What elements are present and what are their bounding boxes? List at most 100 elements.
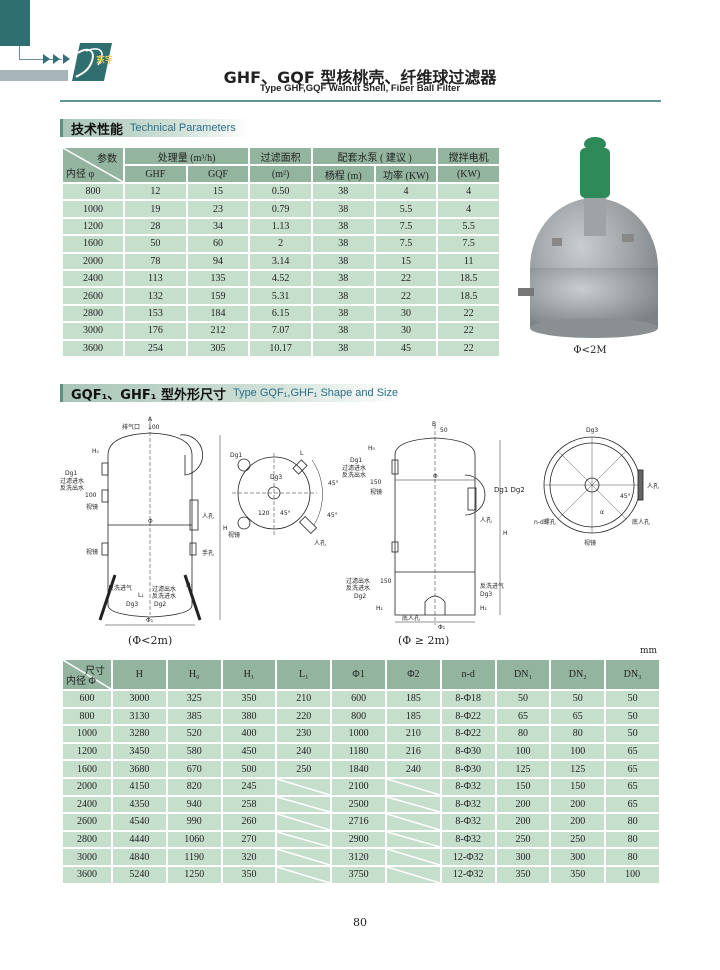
- table-cell: 3120: [330, 847, 387, 867]
- table-cell: 500: [220, 759, 278, 779]
- label: 视镜: [86, 548, 98, 556]
- label: 50: [440, 427, 448, 434]
- table-cell: 80: [604, 812, 661, 832]
- company-logo: 东宇: [72, 43, 112, 81]
- table-cell: 135: [185, 268, 251, 289]
- table-row: 800 3130 385 380 220 800 185 8-Φ22 65 65 50: [61, 706, 661, 727]
- label: 过滤出水: [346, 577, 370, 585]
- table-cell: 200: [494, 812, 552, 832]
- table-row: 800 12 15 0.50 38 4 4: [61, 181, 501, 202]
- label: 过滤进水: [60, 477, 84, 485]
- table-cell: 22: [436, 303, 501, 324]
- table-cell: 28: [123, 216, 188, 237]
- label: 手孔: [202, 549, 214, 557]
- table-cell: 1000: [61, 724, 113, 744]
- empty-cell: [275, 794, 333, 815]
- column-header: H: [111, 658, 168, 691]
- table-cell: 65: [604, 794, 661, 815]
- table-cell: 800: [330, 706, 387, 727]
- page-number: 80: [353, 916, 367, 929]
- table-cell: 2100: [330, 776, 387, 797]
- table-cell: 1000: [330, 724, 387, 744]
- table-cell: 15: [185, 181, 251, 202]
- section-header-shape-size: GQF₁、GHF₁ 型外形尺寸 Type GQF₁,GHF₁ Shape and…: [60, 384, 400, 403]
- table-cell: 385: [165, 706, 223, 727]
- column-header: Φ1: [330, 658, 387, 691]
- table-cell: 210: [384, 724, 442, 744]
- label: 人孔: [202, 512, 214, 520]
- table-cell: 8-Φ32: [439, 794, 497, 815]
- table-cell: 2600: [61, 286, 125, 306]
- column-header: Φ2: [384, 658, 442, 691]
- table-cell: 1180: [330, 741, 387, 762]
- decorative-bar: [0, 70, 68, 81]
- table-row: 3000 4840 1190 320 3120 12-Φ32 300 300 80: [61, 847, 661, 867]
- label: H: [223, 525, 228, 532]
- column-header: H₀: [165, 658, 223, 691]
- table-cell: 100: [549, 741, 607, 762]
- column-header: H₁: [220, 658, 278, 691]
- label: 视镜: [86, 503, 98, 511]
- table-cell: 1840: [330, 759, 387, 779]
- table-cell: 153: [123, 303, 188, 324]
- table-row: 2800 4440 1060 270 2900 8-Φ32 250 250 80: [61, 829, 661, 850]
- table-cell: 5240: [111, 864, 168, 885]
- table-cell: 2716: [330, 812, 387, 832]
- col-head: 杨程 (m): [310, 164, 376, 184]
- table-cell: 60: [185, 234, 251, 254]
- table-cell: 38: [310, 286, 376, 306]
- label: L: [300, 450, 304, 457]
- table-cell: 38: [310, 181, 376, 202]
- empty-cell: [384, 864, 442, 885]
- table-cell: 19: [123, 199, 188, 219]
- table-cell: 1600: [61, 759, 113, 779]
- table-cell: 350: [494, 864, 552, 885]
- arrow-icon: [43, 54, 50, 64]
- table-row: 2600 4540 990 260 2716 8-Φ32 200 200 80: [61, 812, 661, 832]
- table-cell: 150: [549, 776, 607, 797]
- section-title-cn: 技术性能: [71, 122, 124, 138]
- label: n-d螺孔: [534, 518, 556, 526]
- page-title: GHF、GQF 型核桃壳、纤维球过滤器: [223, 68, 497, 87]
- small-tank-elevation-drawing: A 排气口 100 H₀ Dg1 过滤进水 反洗出水 100 视镜 人孔 Φ H…: [60, 416, 228, 626]
- label: 45°: [620, 493, 631, 500]
- table-cell: 38: [310, 251, 376, 271]
- table-cell: 990: [165, 812, 223, 832]
- label: Φ: [433, 473, 438, 480]
- col-power: 功率 (KW): [373, 164, 439, 184]
- label: 100: [148, 424, 160, 431]
- corner-top-label: 参数: [97, 154, 117, 165]
- table-row: 1200 3450 580 450 240 1180 216 8-Φ30 100 100 65: [61, 741, 661, 762]
- table-cell: 245: [220, 776, 278, 797]
- empty-cell: [384, 776, 442, 797]
- table-cell: 400: [220, 724, 278, 744]
- table-cell: 50: [549, 689, 607, 709]
- label: H: [503, 530, 508, 537]
- label: 视镜: [228, 531, 240, 539]
- table-cell: 65: [549, 706, 607, 727]
- table-cell: 50: [604, 706, 661, 727]
- label: 120: [258, 510, 270, 517]
- table-cell: 50: [604, 724, 661, 744]
- table-cell: 80: [549, 724, 607, 744]
- table-cell: 350: [549, 864, 607, 885]
- label: 150: [370, 479, 382, 486]
- section-header-technical: 技术性能 Technical Parameters: [60, 119, 250, 138]
- empty-cell: [384, 794, 442, 815]
- table-cell: 200: [549, 812, 607, 832]
- table-cell: 258: [220, 794, 278, 815]
- table-cell: 260: [220, 812, 278, 832]
- divider: [60, 100, 661, 102]
- table-cell: 22: [373, 286, 439, 306]
- table-cell: 65: [604, 776, 661, 797]
- label: Dg3: [126, 601, 138, 608]
- table-cell: 230: [275, 724, 333, 744]
- table-cell: 22: [436, 321, 501, 341]
- column-header: L₁: [275, 658, 333, 691]
- col-group-pump: 配套水泵 ( 建议 ): [310, 146, 439, 166]
- table-cell: 3.14: [248, 251, 313, 271]
- col-ghf: GHF: [123, 164, 188, 184]
- table-cell: 4: [436, 199, 501, 219]
- table-cell: 80: [494, 724, 552, 744]
- table-cell: 240: [275, 741, 333, 762]
